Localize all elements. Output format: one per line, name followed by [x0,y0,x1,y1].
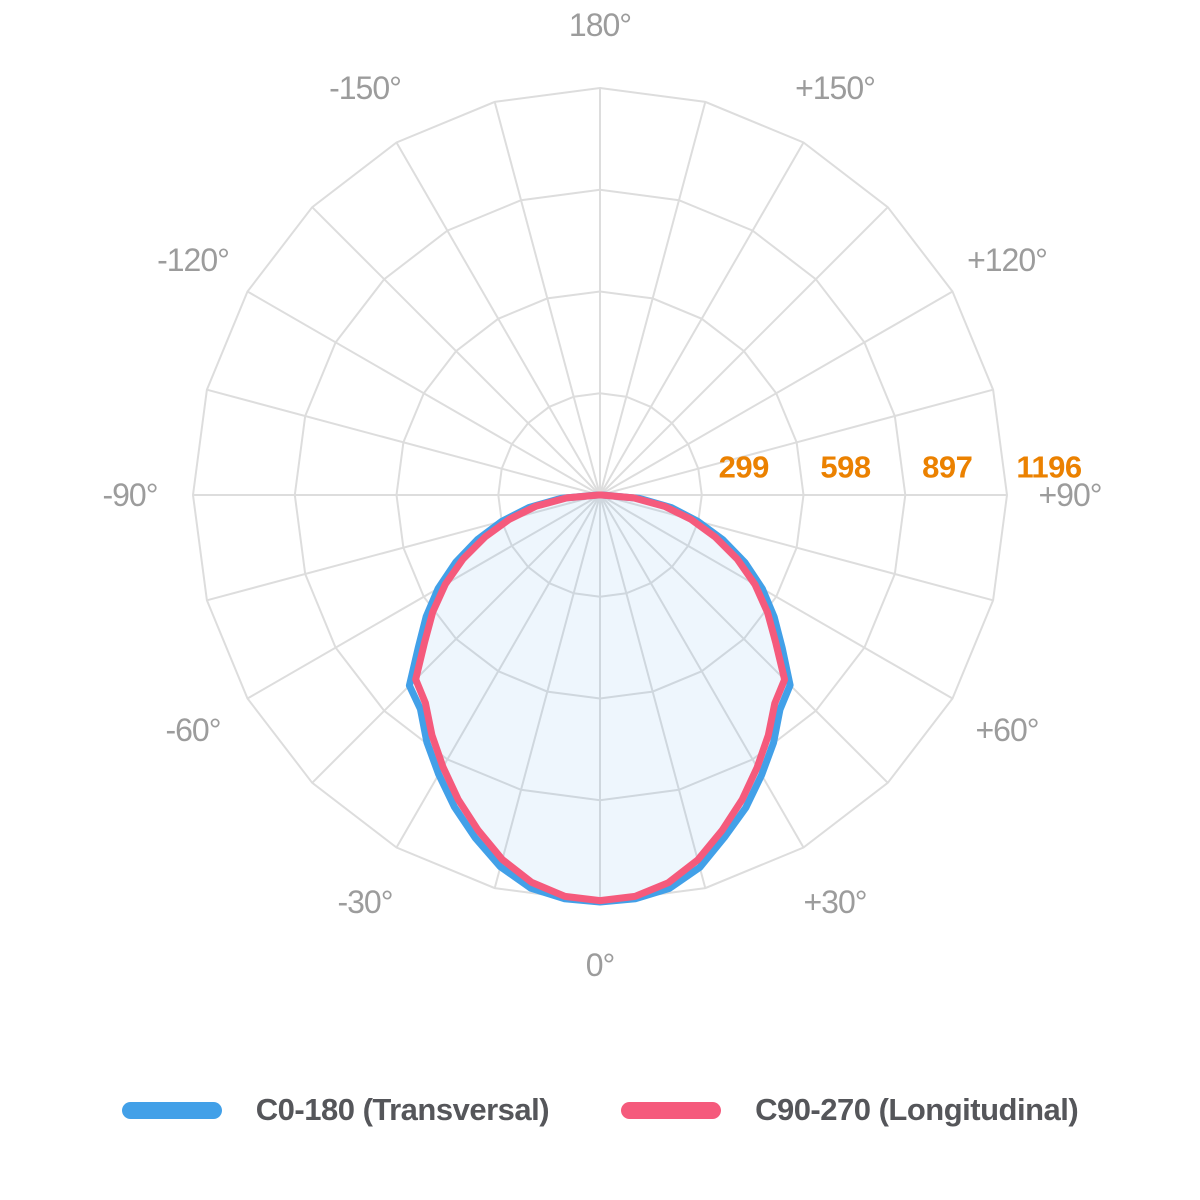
radial-tick-label: 598 [820,450,870,485]
grid-spoke [311,494,601,784]
grid-spoke [599,142,805,496]
legend-item-c0-180: C0-180 (Transversal) [121,1092,550,1128]
grid-spoke [599,206,889,496]
legend-label-c90-270: C90-270 (Longitudinal) [755,1092,1079,1127]
grid-spoke [311,206,601,496]
series-fill [409,495,791,902]
angle-tick-label: -90° [102,477,157,513]
angle-tick-label: -150° [329,70,401,106]
legend-swatch-c0-180 [121,1101,222,1119]
angle-tick-label: -30° [337,884,392,920]
grid-spoke [599,388,994,496]
grid-spoke [493,101,601,496]
legend-swatch-c90-270 [621,1101,722,1119]
grid-spoke [599,494,889,784]
angle-tick-label: +120° [967,242,1047,278]
grid-spoke [599,494,805,848]
grid-spoke [599,494,953,700]
angle-tick-label: +60° [975,712,1038,748]
grid-spoke [493,494,601,889]
grid-spoke [599,494,707,889]
grid-spoke [395,494,601,848]
angle-tick-label: +90° [1038,477,1101,513]
angle-tick-label: +30° [803,884,866,920]
legend-label-c0-180: C0-180 (Transversal) [255,1092,550,1127]
legend-item-c90-270: C90-270 (Longitudinal) [621,1092,1079,1128]
grid-spoke [247,290,601,496]
polar-chart: 180° +150° +120° +90° +60° +30° 0° -30° -60° -90°… [102,7,1102,983]
grid-spoke [206,388,601,496]
series-curve [412,491,789,905]
angle-tick-label: +150° [795,70,875,106]
grid-spoke [599,494,994,602]
grid-spoke [206,494,601,602]
angle-tick-label: -120° [157,242,229,278]
grid-spoke [599,290,953,496]
radial-tick-label: 897 [922,450,972,485]
radial-tick-label: 299 [719,450,769,485]
angle-tick-label: 0° [586,947,615,983]
polar-chart-svg: 180° +150° +120° +90° +60° +30° 0° -30° -60° -90°… [102,7,1102,983]
grid-spoke [599,101,707,496]
grid-spoke [395,142,601,496]
angle-tick-label: -60° [165,712,220,748]
angle-tick-label: 180° [569,7,631,43]
radial-tick-label: 1196 [1016,450,1082,485]
grid-spoke [247,494,601,700]
legend: C0-180 (Transversal) C90-270 (Longitudin… [0,1092,1200,1128]
